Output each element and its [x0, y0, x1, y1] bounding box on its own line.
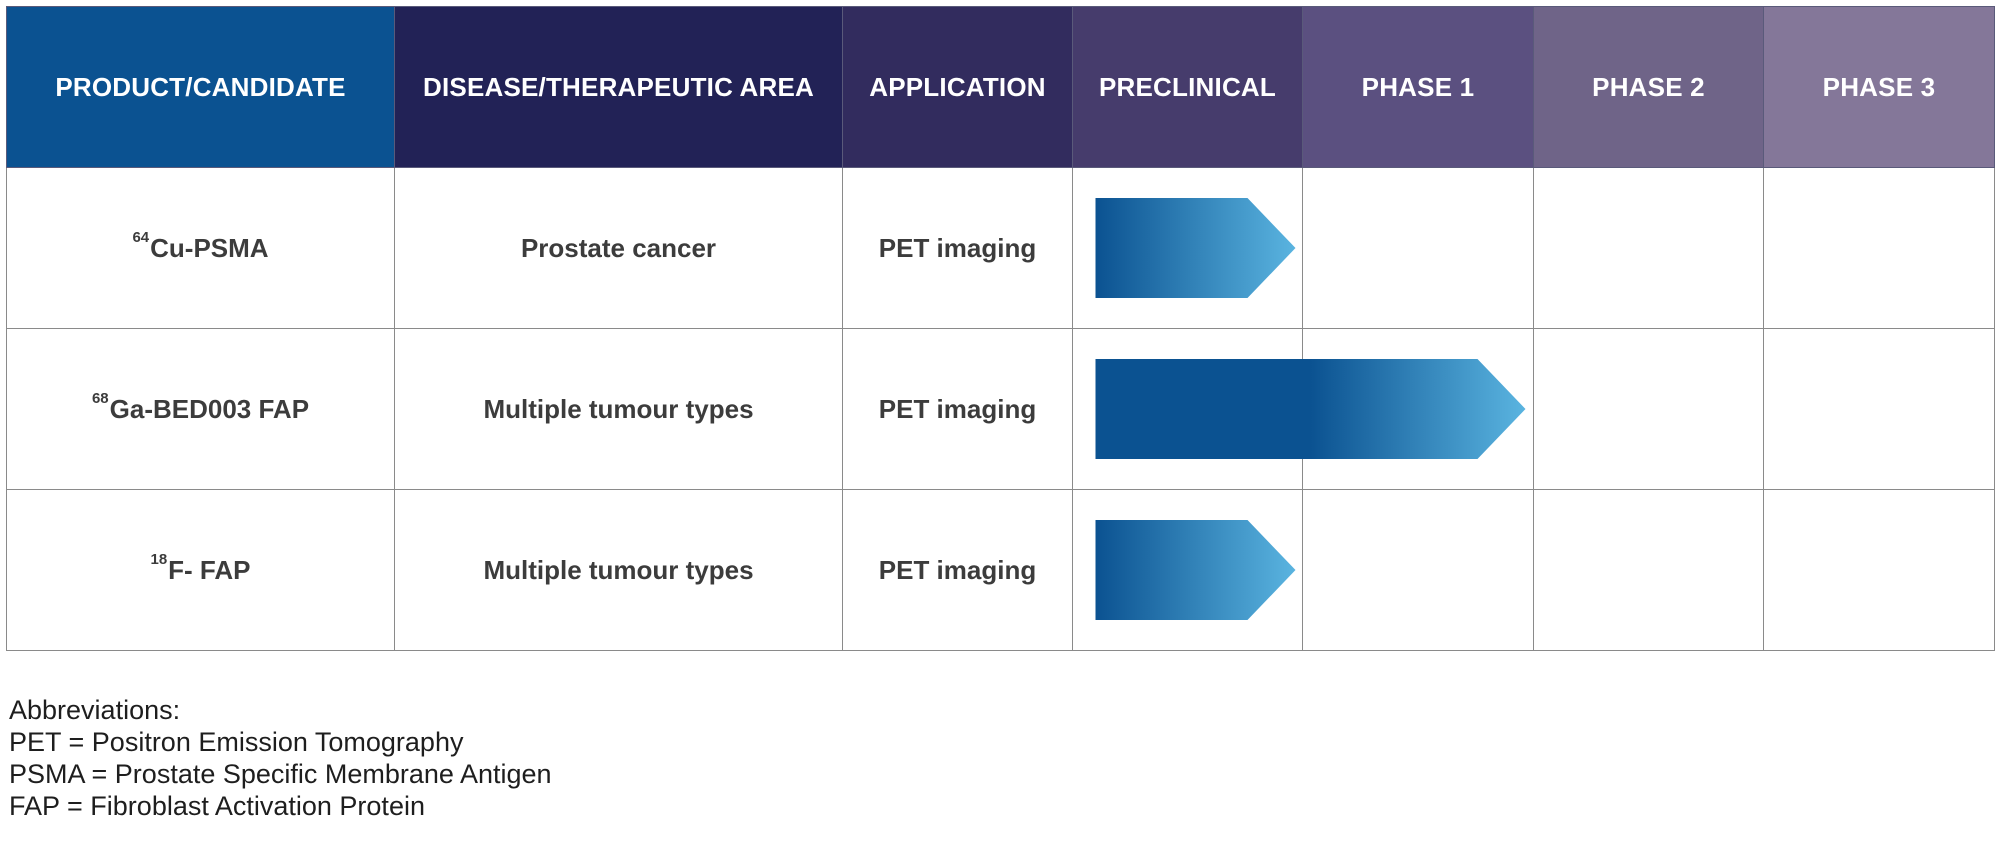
abbreviation-item: PSMA = Prostate Specific Membrane Antige…: [9, 759, 552, 789]
preclinical-cell: [1072, 489, 1303, 651]
header-phase-1: PHASE 1: [1302, 6, 1534, 168]
abbreviation-item: FAP = Fibroblast Activation Protein: [9, 791, 425, 821]
phase-1-cell: [1302, 328, 1534, 490]
header-product: PRODUCT/CANDIDATE: [6, 6, 395, 168]
phase-1-cell: [1302, 167, 1534, 329]
pipeline-table: PRODUCT/CANDIDATE DISEASE/THERAPEUTIC AR…: [6, 6, 1995, 651]
table-row: 18F- FAP Multiple tumour types PET imagi…: [6, 489, 1995, 651]
abbreviations-legend: Abbreviations: PET = Positron Emission T…: [9, 694, 552, 822]
phase-2-cell: [1533, 328, 1764, 490]
table-row: 68Ga-BED003 FAP Multiple tumour types PE…: [6, 328, 1995, 490]
preclinical-cell: [1072, 167, 1303, 329]
abbreviation-item: PET = Positron Emission Tomography: [9, 727, 464, 757]
phase-3-cell: [1763, 328, 1995, 490]
product-name: Ga-BED003 FAP: [109, 393, 310, 424]
product-cell: 64Cu-PSMA: [6, 167, 395, 329]
preclinical-cell: [1072, 328, 1303, 490]
table-row: 64Cu-PSMA Prostate cancer PET imaging: [6, 167, 1995, 329]
phase-3-cell: [1763, 489, 1995, 651]
header-disease: DISEASE/THERAPEUTIC AREA: [394, 6, 843, 168]
application-cell: PET imaging: [842, 328, 1073, 490]
product-name: F- FAP: [168, 554, 251, 585]
isotope-number: 64: [132, 228, 150, 246]
product-cell: 18F- FAP: [6, 489, 395, 651]
application-cell: PET imaging: [842, 489, 1073, 651]
application-cell: PET imaging: [842, 167, 1073, 329]
product-cell: 68Ga-BED003 FAP: [6, 328, 395, 490]
phase-2-cell: [1533, 167, 1764, 329]
disease-cell: Multiple tumour types: [394, 328, 843, 490]
phase-1-cell: [1302, 489, 1534, 651]
header-application: APPLICATION: [842, 6, 1073, 168]
abbreviations-title: Abbreviations:: [9, 695, 181, 725]
phase-3-cell: [1763, 167, 1995, 329]
isotope-number: 68: [91, 389, 109, 407]
header-phase-3: PHASE 3: [1763, 6, 1995, 168]
header-row: PRODUCT/CANDIDATE DISEASE/THERAPEUTIC AR…: [6, 6, 1995, 168]
disease-cell: Multiple tumour types: [394, 489, 843, 651]
disease-cell: Prostate cancer: [394, 167, 843, 329]
product-name: Cu-PSMA: [150, 232, 269, 263]
isotope-number: 18: [150, 550, 168, 568]
header-preclinical: PRECLINICAL: [1072, 6, 1303, 168]
header-phase-2: PHASE 2: [1533, 6, 1764, 168]
phase-2-cell: [1533, 489, 1764, 651]
